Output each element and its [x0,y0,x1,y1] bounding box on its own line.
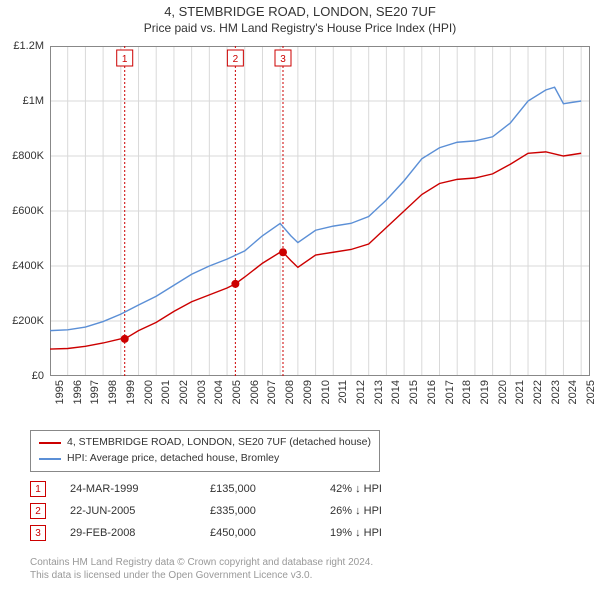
table-row: 2 22-JUN-2005 £335,000 26% ↓ HPI [30,500,450,522]
legend-label: 4, STEMBRIDGE ROAD, LONDON, SE20 7UF (de… [67,435,371,451]
transaction-date: 22-JUN-2005 [70,505,210,517]
x-tick-label: 2008 [284,380,296,404]
transaction-price: £135,000 [210,483,330,495]
y-axis-labels: £0£200K£400K£600K£800K£1M£1.2M [0,46,48,376]
x-tick-label: 2009 [302,380,314,404]
chart-title: 4, STEMBRIDGE ROAD, LONDON, SE20 7UF [0,4,600,19]
y-tick-label: £800K [12,150,44,162]
legend-swatch [39,458,61,460]
x-tick-label: 1996 [72,380,84,404]
x-tick-label: 2014 [390,380,402,404]
chart-subtitle: Price paid vs. HM Land Registry's House … [0,21,600,35]
transaction-vs-hpi: 19% ↓ HPI [330,527,450,539]
transaction-vs-hpi: 42% ↓ HPI [330,483,450,495]
svg-text:3: 3 [280,54,286,65]
x-tick-label: 2012 [355,380,367,404]
x-tick-label: 2016 [426,380,438,404]
y-tick-label: £200K [12,315,44,327]
legend-item: HPI: Average price, detached house, Brom… [39,451,371,467]
x-tick-label: 2006 [249,380,261,404]
table-row: 1 24-MAR-1999 £135,000 42% ↓ HPI [30,478,450,500]
x-tick-label: 2023 [550,380,562,404]
footer-line: This data is licensed under the Open Gov… [30,569,373,582]
y-tick-label: £1M [23,95,44,107]
chart-titles: 4, STEMBRIDGE ROAD, LONDON, SE20 7UF Pri… [0,0,600,35]
marker-badge: 3 [30,525,46,541]
x-tick-label: 2004 [213,380,225,404]
x-tick-label: 1997 [89,380,101,404]
y-tick-label: £400K [12,260,44,272]
legend: 4, STEMBRIDGE ROAD, LONDON, SE20 7UF (de… [30,430,380,472]
x-tick-label: 2025 [585,380,597,404]
x-axis-labels: 1995 1996 1997 1998 1999 2000 2001 2002 2003 2004… [50,380,590,428]
transaction-date: 29-FEB-2008 [70,527,210,539]
y-tick-label: £600K [12,205,44,217]
svg-text:1: 1 [122,54,128,65]
x-tick-label: 2001 [160,380,172,404]
transaction-price: £335,000 [210,505,330,517]
legend-label: HPI: Average price, detached house, Brom… [67,451,279,467]
x-tick-label: 1995 [54,380,66,404]
x-tick-label: 2019 [479,380,491,404]
x-tick-label: 2017 [444,380,456,404]
x-tick-label: 1999 [125,380,137,404]
x-tick-label: 2002 [178,380,190,404]
x-tick-label: 2015 [408,380,420,404]
x-tick-label: 1998 [107,380,119,404]
svg-text:2: 2 [233,54,239,65]
x-tick-label: 2021 [514,380,526,404]
legend-item: 4, STEMBRIDGE ROAD, LONDON, SE20 7UF (de… [39,435,371,451]
x-tick-label: 2007 [266,380,278,404]
footer-attribution: Contains HM Land Registry data © Crown c… [30,556,373,582]
transaction-vs-hpi: 26% ↓ HPI [330,505,450,517]
x-tick-label: 2020 [497,380,509,404]
transaction-date: 24-MAR-1999 [70,483,210,495]
x-tick-label: 2003 [196,380,208,404]
footer-line: Contains HM Land Registry data © Crown c… [30,556,373,569]
legend-swatch [39,442,61,444]
marker-badge: 1 [30,481,46,497]
x-tick-label: 2024 [567,380,579,404]
x-tick-label: 2000 [143,380,155,404]
x-tick-label: 2010 [320,380,332,404]
transaction-price: £450,000 [210,527,330,539]
y-tick-label: £1.2M [13,40,44,52]
marker-badge: 2 [30,503,46,519]
x-tick-label: 2013 [373,380,385,404]
x-tick-label: 2018 [461,380,473,404]
x-tick-label: 2005 [231,380,243,404]
y-tick-label: £0 [32,370,44,382]
transactions-table: 1 24-MAR-1999 £135,000 42% ↓ HPI 2 22-JU… [30,478,450,544]
x-tick-label: 2011 [337,380,349,404]
x-tick-label: 2022 [532,380,544,404]
chart-plot: 1 2 3 [50,46,590,376]
table-row: 3 29-FEB-2008 £450,000 19% ↓ HPI [30,522,450,544]
